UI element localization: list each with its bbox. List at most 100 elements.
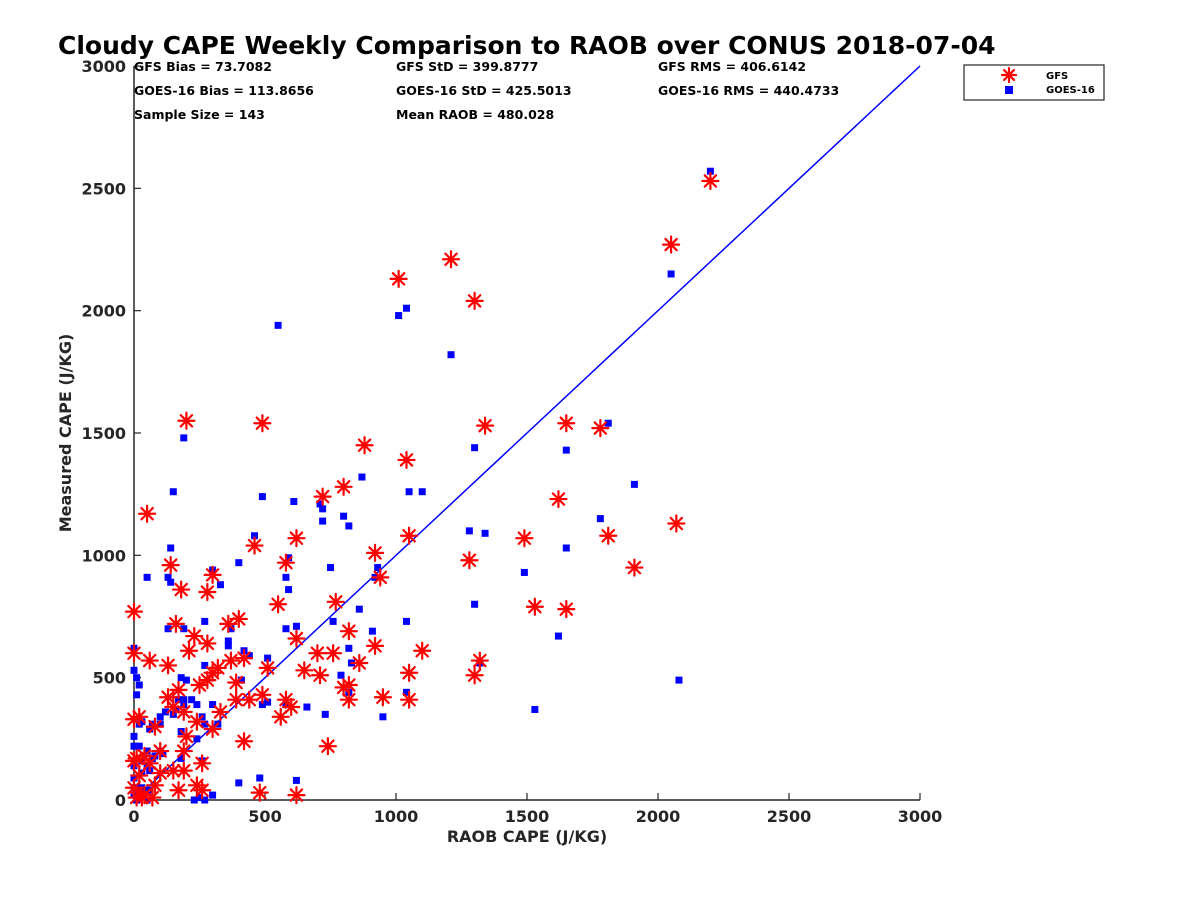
goes16-point — [667, 270, 675, 278]
goes16-point — [209, 701, 217, 709]
goes16-point — [235, 559, 243, 567]
y-axis-label: Measured CAPE (J/KG) — [56, 334, 75, 533]
goes16-point — [133, 674, 141, 682]
goes16-point — [177, 754, 185, 762]
gfs-point — [282, 697, 301, 717]
gfs-point — [193, 781, 212, 800]
goes16-point — [345, 522, 353, 530]
gfs-point — [172, 580, 191, 599]
goes16-point — [402, 617, 410, 625]
gfs-point — [324, 644, 343, 663]
goes16-point — [133, 691, 141, 699]
gfs-point — [701, 171, 720, 191]
x-tick-label: 1500 — [505, 807, 550, 826]
gfs-point — [287, 786, 306, 805]
goes16-point — [201, 796, 209, 804]
y-tick-label: 3000 — [81, 57, 126, 76]
stat-goes-bias: GOES-16 Bias = 113.8656 — [134, 83, 314, 98]
gfs-point — [198, 634, 217, 653]
goes16-point — [418, 488, 426, 496]
goes16-point — [167, 578, 175, 586]
goes16-point — [345, 644, 353, 652]
gfs-point — [193, 754, 212, 773]
goes16-point — [290, 498, 298, 506]
goes16-point — [201, 720, 209, 728]
gfs-point — [599, 526, 618, 545]
gfs-point — [515, 529, 534, 548]
gfs-point — [339, 622, 358, 641]
goes16-point — [630, 480, 638, 488]
gfs-point — [365, 636, 385, 655]
goes16-point — [201, 661, 209, 669]
gfs-point — [253, 685, 272, 704]
goes16-point — [374, 564, 382, 572]
goes16-point — [327, 564, 334, 572]
x-tick-label: 500 — [248, 807, 281, 826]
legend-label-goes16: GOES-16 — [1046, 85, 1095, 96]
gfs-point — [465, 666, 484, 685]
gfs-point — [164, 761, 183, 780]
goes16-point — [227, 625, 235, 633]
goes16-point — [143, 747, 151, 755]
gfs-point — [318, 737, 337, 756]
gfs-point — [557, 414, 576, 433]
gfs-point — [130, 766, 149, 785]
goes16-point — [596, 515, 604, 523]
legend-gfs-asterisk-icon — [1000, 66, 1018, 84]
goes16-point — [130, 732, 138, 740]
gfs-point — [253, 414, 272, 433]
goes16-point — [182, 676, 190, 684]
y-tick-label: 2500 — [81, 179, 126, 198]
gfs-point — [179, 641, 199, 660]
goes16-point — [216, 581, 224, 589]
goes16-point — [224, 637, 232, 645]
goes16-point — [471, 600, 479, 608]
goes16-point — [379, 713, 387, 721]
stat-gfs-bias: GFS Bias = 73.7082 — [134, 59, 272, 74]
goes16-point — [251, 532, 259, 540]
goes16-point — [368, 627, 376, 635]
goes16-point — [395, 312, 403, 320]
gfs-point — [145, 717, 165, 736]
gfs-point — [140, 651, 159, 670]
gfs-point — [234, 732, 254, 751]
goes16-point — [706, 167, 714, 175]
goes16-point — [447, 351, 455, 359]
goes16-point — [175, 696, 183, 704]
series-gfs — [124, 171, 720, 807]
gfs-point — [250, 783, 269, 802]
y-tick-label: 500 — [93, 669, 126, 688]
goes16-point — [193, 735, 201, 743]
x-axis-label: RAOB CAPE (J/KG) — [447, 827, 607, 846]
goes16-point — [285, 586, 293, 594]
goes16-point — [180, 696, 188, 704]
gfs-point — [245, 536, 264, 555]
one-to-one-reference-line — [133, 65, 921, 801]
stat-gfs-std: GFS StD = 399.8777 — [396, 59, 538, 74]
gfs-point — [169, 781, 188, 800]
gfs-point — [258, 658, 277, 677]
gfs-point — [667, 514, 686, 533]
stat-goes-std: GOES-16 StD = 425.5013 — [396, 83, 572, 98]
gfs-point — [211, 702, 230, 722]
gfs-point — [124, 751, 144, 770]
goes16-point — [143, 796, 151, 804]
goes16-point — [180, 434, 188, 442]
gfs-point — [308, 644, 327, 663]
gfs-point — [124, 644, 144, 663]
goes16-point — [358, 473, 366, 481]
gfs-point — [198, 582, 217, 602]
legend-gfs-asterisk-mark — [1000, 66, 1018, 84]
goes16-point — [402, 304, 410, 312]
goes16-point — [167, 544, 175, 552]
goes16-point — [196, 794, 203, 802]
gfs-point — [475, 416, 495, 435]
goes16-point — [292, 776, 300, 784]
gfs-point — [371, 568, 390, 587]
x-tick-label: 2000 — [636, 807, 681, 826]
goes16-point — [130, 666, 138, 674]
gfs-point — [271, 707, 290, 726]
goes16-point — [193, 701, 201, 709]
gfs-point — [460, 551, 479, 570]
